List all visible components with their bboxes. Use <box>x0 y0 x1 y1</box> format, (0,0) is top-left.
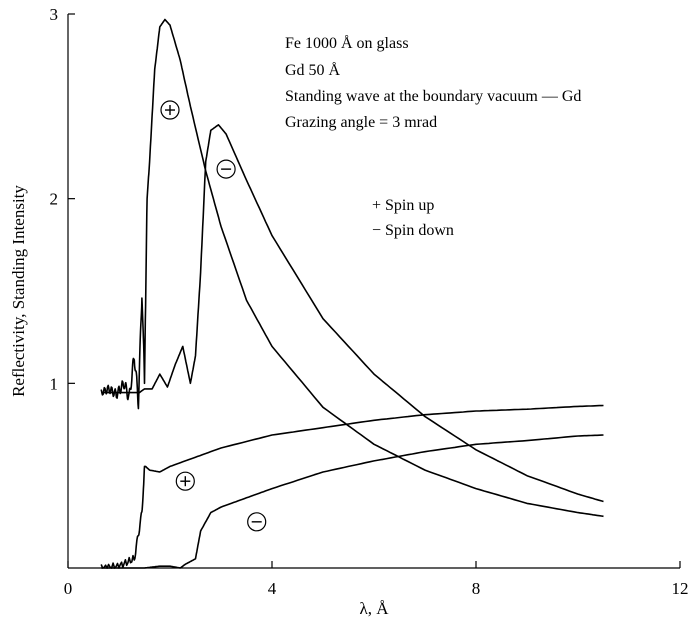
reflectivity-curve-spin-down <box>101 434 604 569</box>
axes <box>67 14 680 569</box>
marker-spin-down-3 <box>247 512 267 532</box>
y-tick-label-2: 3 <box>50 5 59 24</box>
annotation-block: Fe 1000 Å on glass Gd 50 Å Standing wave… <box>285 34 581 131</box>
x-tick-label-1: 4 <box>268 579 277 598</box>
y-axis-title: Reflectivity, Standing Intensity <box>9 185 28 397</box>
markers <box>160 100 267 532</box>
marker-spin-up-2 <box>175 471 195 491</box>
x-tick-label-2: 8 <box>472 579 481 598</box>
annotation-layer: Gd 50 Å <box>285 61 341 79</box>
curves <box>100 18 604 569</box>
standing-intensity-curve-spin-down <box>101 124 604 503</box>
reflectivity-curve-spin-up <box>100 404 604 569</box>
x-tick-label-0: 0 <box>64 579 73 598</box>
y-tick-label-0: 1 <box>50 374 59 393</box>
legend-spin-down: − Spin down <box>372 222 454 239</box>
x-tick-label-3: 12 <box>672 579 689 598</box>
marker-spin-up-0 <box>160 100 180 120</box>
legend-spin-up: + Spin up <box>372 197 434 214</box>
annotation-standing-wave: Standing wave at the boundary vacuum — G… <box>285 88 581 105</box>
standing-intensity-curve-spin-up <box>100 18 604 518</box>
x-axis-title: λ, Å <box>359 599 389 618</box>
annotation-grazing-angle: Grazing angle = 3 mrad <box>285 114 437 131</box>
legend: + Spin up − Spin down <box>372 197 454 239</box>
marker-spin-down-1 <box>216 159 236 179</box>
annotation-sample: Fe 1000 Å on glass <box>285 34 409 52</box>
y-tick-label-1: 2 <box>50 190 59 209</box>
